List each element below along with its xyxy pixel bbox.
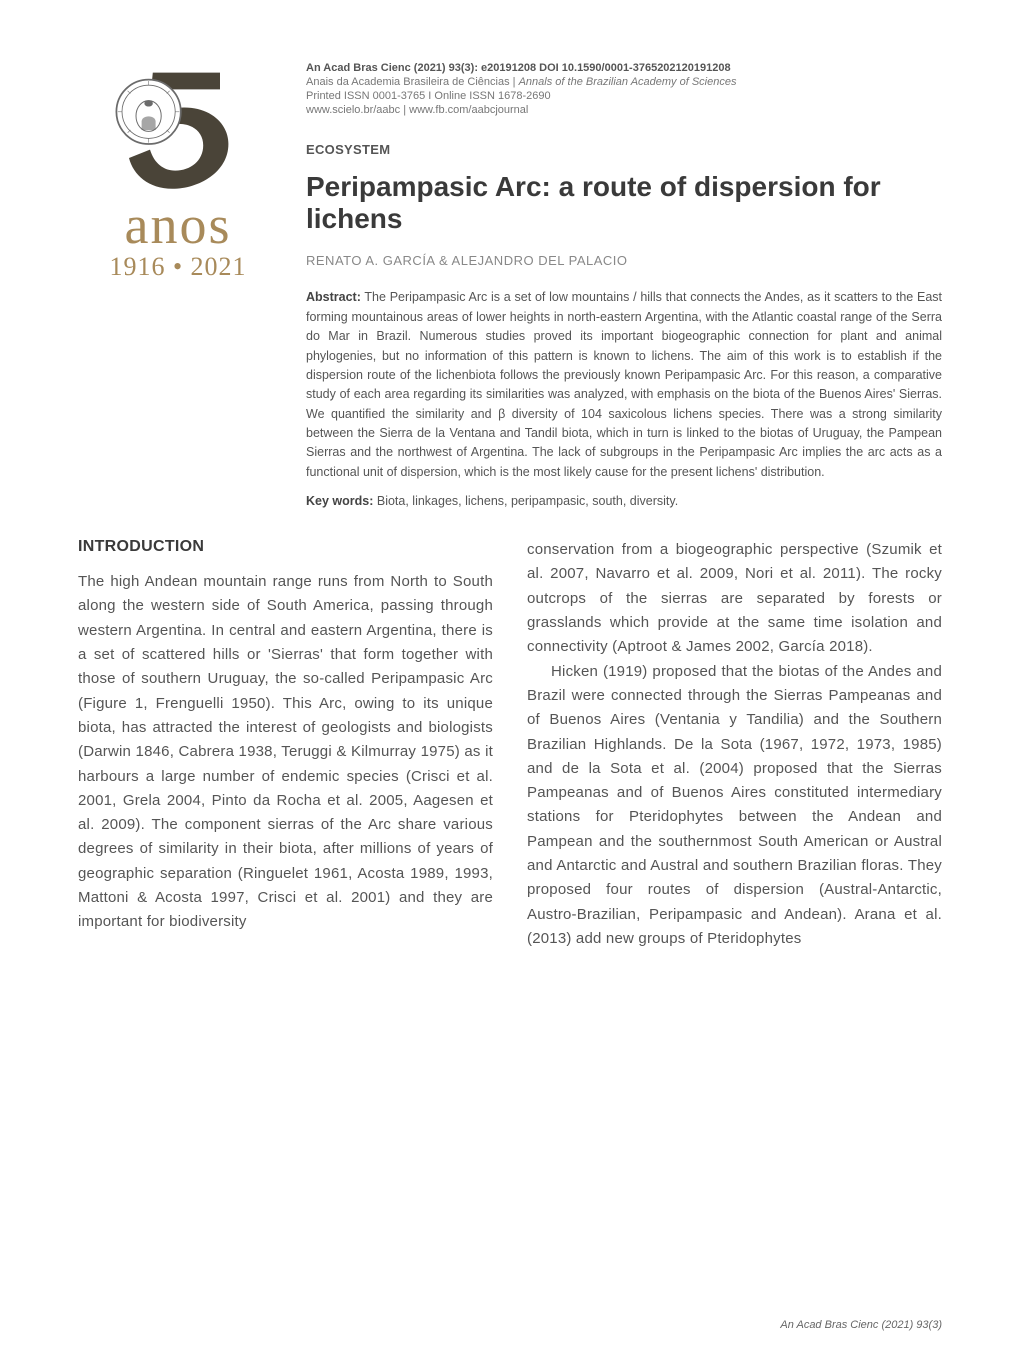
body-paragraph: Hicken (1919) proposed that the biotas o… [527,660,942,952]
journal-line: Anais da Academia Brasileira de Ciências… [306,76,942,88]
footer-citation: An Acad Bras Cienc (2021) 93(3) [780,1319,942,1331]
doi-text: An Acad Bras Cienc (2021) 93(3): e201912… [306,62,731,74]
doi-line: An Acad Bras Cienc (2021) 93(3): e201912… [306,62,942,74]
column-right: conservation from a biogeographic perspe… [527,538,942,951]
anos-script-text: anos [125,194,232,256]
keywords-text: Biota, linkages, lichens, peripampasic, … [373,494,678,508]
abstract-text: The Peripampasic Arc is a set of low mou… [306,290,942,478]
column-left: INTRODUCTION The high Andean mountain ra… [78,538,493,951]
author-names: RENATO A. GARCÍA & ALEJANDRO DEL PALACIO [306,253,942,268]
introduction-heading: INTRODUCTION [78,538,493,556]
header-row: anos 1916 • 2021 An Acad Bras Cienc (202… [78,60,942,508]
article-title: Peripampasic Arc: a route of dispersion … [306,171,942,235]
journal-name-pt: Anais da Academia Brasileira de Ciências [306,76,510,88]
body-paragraph: conservation from a biogeographic perspe… [527,538,942,659]
years-range: 1916 • 2021 [109,252,246,282]
section-label: ECOSYSTEM [306,142,942,157]
body-paragraph: The high Andean mountain range runs from… [78,570,493,934]
header-metadata: An Acad Bras Cienc (2021) 93(3): e201912… [306,60,942,508]
keywords-label: Key words: [306,494,373,508]
url-line: www.scielo.br/aabc | www.fb.com/aabcjour… [306,104,942,116]
issn-line: Printed ISSN 0001-3765 I Online ISSN 167… [306,90,942,102]
body-columns: INTRODUCTION The high Andean mountain ra… [78,538,942,951]
journal-name-en: Annals of the Brazilian Academy of Scien… [519,76,737,88]
abstract-paragraph: Abstract: The Peripampasic Arc is a set … [306,288,942,482]
abstract-label: Abstract: [306,290,361,304]
keywords-line: Key words: Biota, linkages, lichens, per… [306,494,942,508]
logo-column: anos 1916 • 2021 [78,60,278,508]
academy-seal-icon [108,60,248,200]
journal-sep: | [510,76,519,88]
